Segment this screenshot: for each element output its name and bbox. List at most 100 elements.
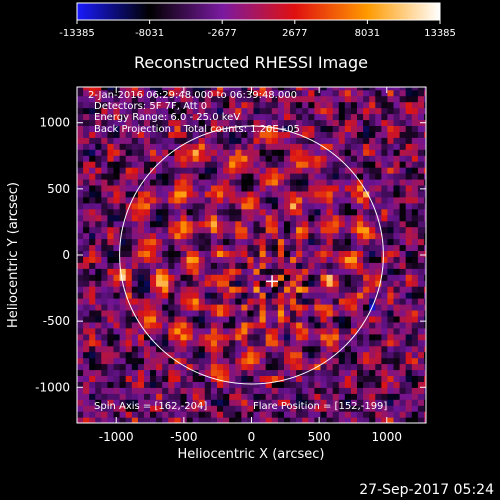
heatmap-cell [393, 369, 401, 376]
heatmap-cell [344, 363, 352, 371]
heatmap-cell [223, 155, 230, 162]
heatmap-cell [95, 256, 102, 263]
heatmap-cell [399, 113, 407, 121]
heatmap-cell [235, 298, 242, 305]
heatmap-cell [381, 149, 389, 156]
heatmap-cell [241, 190, 249, 198]
heatmap-cell [344, 393, 352, 400]
heatmap-cell [369, 87, 376, 91]
heatmap-cell [229, 87, 236, 91]
heatmap-cell [259, 315, 267, 323]
heatmap-cell [411, 226, 419, 234]
heatmap-cell [210, 309, 218, 317]
heatmap-cell [113, 339, 121, 347]
heatmap-cell [198, 357, 206, 365]
heatmap-cell [326, 399, 334, 406]
heatmap-cell [137, 309, 145, 317]
heatmap-cell [107, 95, 115, 103]
heatmap-cell [411, 161, 419, 168]
heatmap-cell [393, 244, 401, 251]
heatmap-cell [113, 381, 121, 388]
heatmap-cell [156, 381, 163, 388]
heatmap-cell [89, 196, 96, 204]
heatmap-cell [320, 250, 328, 257]
heatmap-cell [369, 274, 376, 281]
heatmap-cell [131, 143, 139, 150]
heatmap-cell [229, 113, 236, 121]
heatmap-cell [271, 399, 279, 406]
heatmap-cell [119, 184, 127, 192]
heatmap-cell [381, 226, 389, 234]
heatmap-cell [284, 113, 291, 121]
heatmap-cell [357, 131, 364, 138]
heatmap-cell [77, 178, 84, 186]
heatmap-cell [247, 411, 255, 418]
heatmap-cell [369, 333, 376, 341]
heatmap-cell [381, 286, 389, 293]
heatmap-cell [314, 173, 322, 180]
heatmap-cell [411, 262, 419, 269]
heatmap-cell [95, 411, 102, 418]
heatmap-cell [387, 256, 395, 263]
heatmap-cell [217, 292, 224, 299]
heatmap-cell [411, 220, 419, 228]
heatmap-cell [217, 155, 224, 162]
heatmap-cell [381, 238, 389, 246]
heatmap-cell [223, 101, 230, 109]
heatmap-cell [125, 345, 133, 353]
heatmap-cell [119, 220, 127, 228]
heatmap-cell [95, 238, 102, 246]
heatmap-cell [156, 131, 163, 138]
heatmap-cell [259, 280, 267, 287]
heatmap-cell [137, 167, 145, 174]
heatmap-cell [411, 321, 419, 329]
heatmap-cell [168, 190, 175, 198]
heatmap-cell [265, 155, 273, 162]
heatmap-cell [113, 214, 121, 222]
heatmap-cell [174, 226, 182, 234]
heatmap-cell [338, 238, 346, 246]
heatmap-cell [95, 244, 102, 251]
heatmap-cell [417, 190, 425, 198]
heatmap-cell [83, 173, 90, 180]
heatmap-cell [399, 119, 407, 126]
heatmap-cell [363, 143, 370, 150]
heatmap-cell [259, 411, 267, 418]
heatmap-cell [424, 417, 426, 423]
heatmap-cell [168, 173, 175, 180]
heatmap-cell [338, 125, 346, 132]
heatmap-cell [296, 292, 303, 299]
heatmap-cell [375, 125, 382, 132]
heatmap-cell [204, 268, 212, 275]
heatmap-cell [350, 286, 358, 293]
heatmap-cell [369, 220, 376, 228]
heatmap-cell [131, 226, 139, 234]
heatmap-cell [210, 208, 218, 216]
heatmap-cell [399, 238, 407, 246]
heatmap-cell [174, 280, 182, 287]
heatmap-cell [180, 363, 188, 371]
heatmap-cell [192, 268, 200, 275]
heatmap-cell [277, 262, 285, 269]
heatmap-cell [131, 184, 139, 192]
heatmap-cell [277, 274, 285, 281]
heatmap-cell [290, 292, 297, 299]
heatmap-cell [168, 351, 175, 359]
heatmap-cell [137, 143, 145, 150]
y-tick-label: -500 [43, 314, 70, 328]
heatmap-cell [417, 220, 425, 228]
heatmap-cell [125, 351, 133, 359]
heatmap-cell [174, 178, 182, 186]
heatmap-cell [363, 184, 370, 192]
heatmap-cell [144, 303, 151, 311]
heatmap-cell [247, 95, 255, 103]
heatmap-cell [131, 399, 139, 406]
heatmap-cell [180, 202, 188, 210]
heatmap-cell [344, 87, 352, 91]
heatmap-cell [217, 381, 224, 388]
heatmap-cell [83, 363, 90, 371]
heatmap-cell [204, 125, 212, 132]
heatmap-cell [302, 155, 309, 162]
heatmap-cell [180, 339, 188, 347]
heatmap-cell [150, 375, 157, 382]
